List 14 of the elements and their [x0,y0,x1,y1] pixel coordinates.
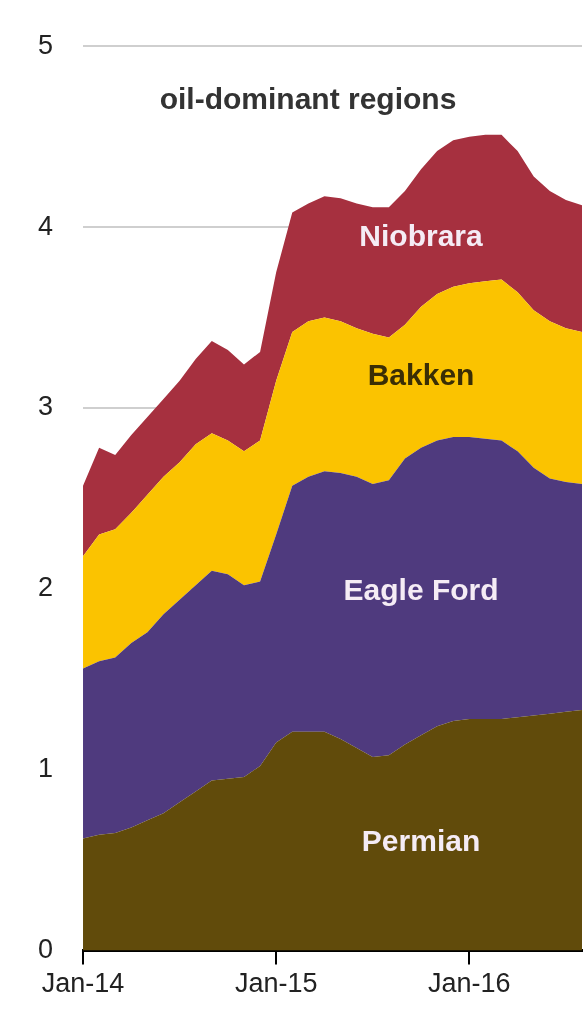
series-label: Eagle Ford [343,572,499,606]
y-tick-label: 1 [37,753,54,784]
y-tick-label: 3 [37,391,54,422]
x-tick-label: Jan-16 [428,968,511,999]
x-tick-label: Jan-15 [234,968,318,999]
y-tick-label: 0 [37,934,54,965]
text: oil-dominant regions [159,82,457,116]
y-tick-label: 4 [37,210,54,241]
x-tick-label: Jan-14 [41,968,125,999]
series-label: Bakken [367,358,475,392]
y-tick-label: 5 [37,29,54,60]
y-tick-label: 2 [37,572,54,603]
series-label: Permian [361,824,481,858]
series-label: Niobrara [359,219,484,253]
